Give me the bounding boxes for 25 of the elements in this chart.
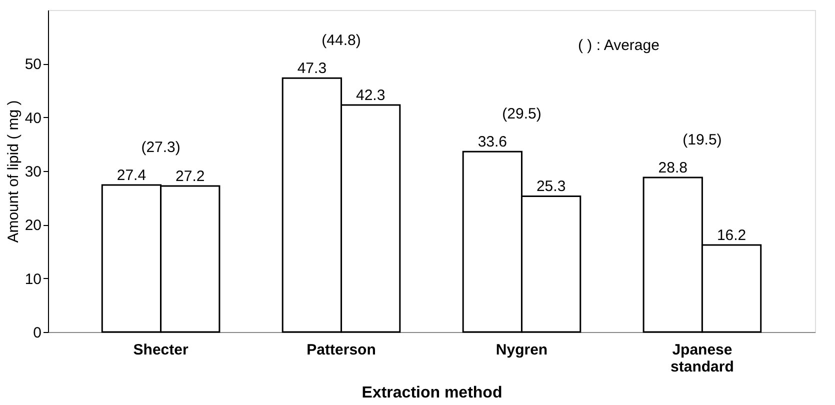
data-label: 27.4 — [116, 166, 146, 184]
x-tick-label: Patterson — [306, 342, 376, 358]
data-label: 47.3 — [297, 60, 327, 78]
y-tick-label: 40 — [24, 110, 42, 127]
data-label: 33.6 — [478, 134, 508, 151]
x-tick-label: Shecter — [133, 342, 188, 358]
y-tick-label: 30 — [24, 164, 42, 180]
y-tick-label: 10 — [24, 270, 42, 288]
data-label: 42.3 — [356, 86, 386, 104]
annotation: (44.8) — [322, 32, 361, 50]
y-tick-label: 20 — [24, 217, 42, 234]
x-tick-label: Nygren — [496, 342, 548, 358]
data-label: 16.2 — [716, 227, 746, 244]
annotation: (27.3) — [141, 138, 180, 156]
annotation: ( ) : Average — [578, 37, 660, 54]
x-axis-title: Extraction method — [362, 384, 502, 402]
annotation: (19.5) — [682, 131, 722, 148]
y-tick-label: 0 — [33, 324, 42, 342]
annotation: (29.5) — [502, 106, 542, 123]
data-label: 27.2 — [176, 168, 205, 186]
data-label: 25.3 — [536, 178, 566, 196]
y-axis-title: Amount of lipid ( mg ) — [4, 100, 22, 243]
data-label: 28.8 — [658, 159, 688, 176]
x-tick-label: Jpanese standard — [670, 342, 734, 376]
y-tick-label: 50 — [24, 56, 42, 74]
